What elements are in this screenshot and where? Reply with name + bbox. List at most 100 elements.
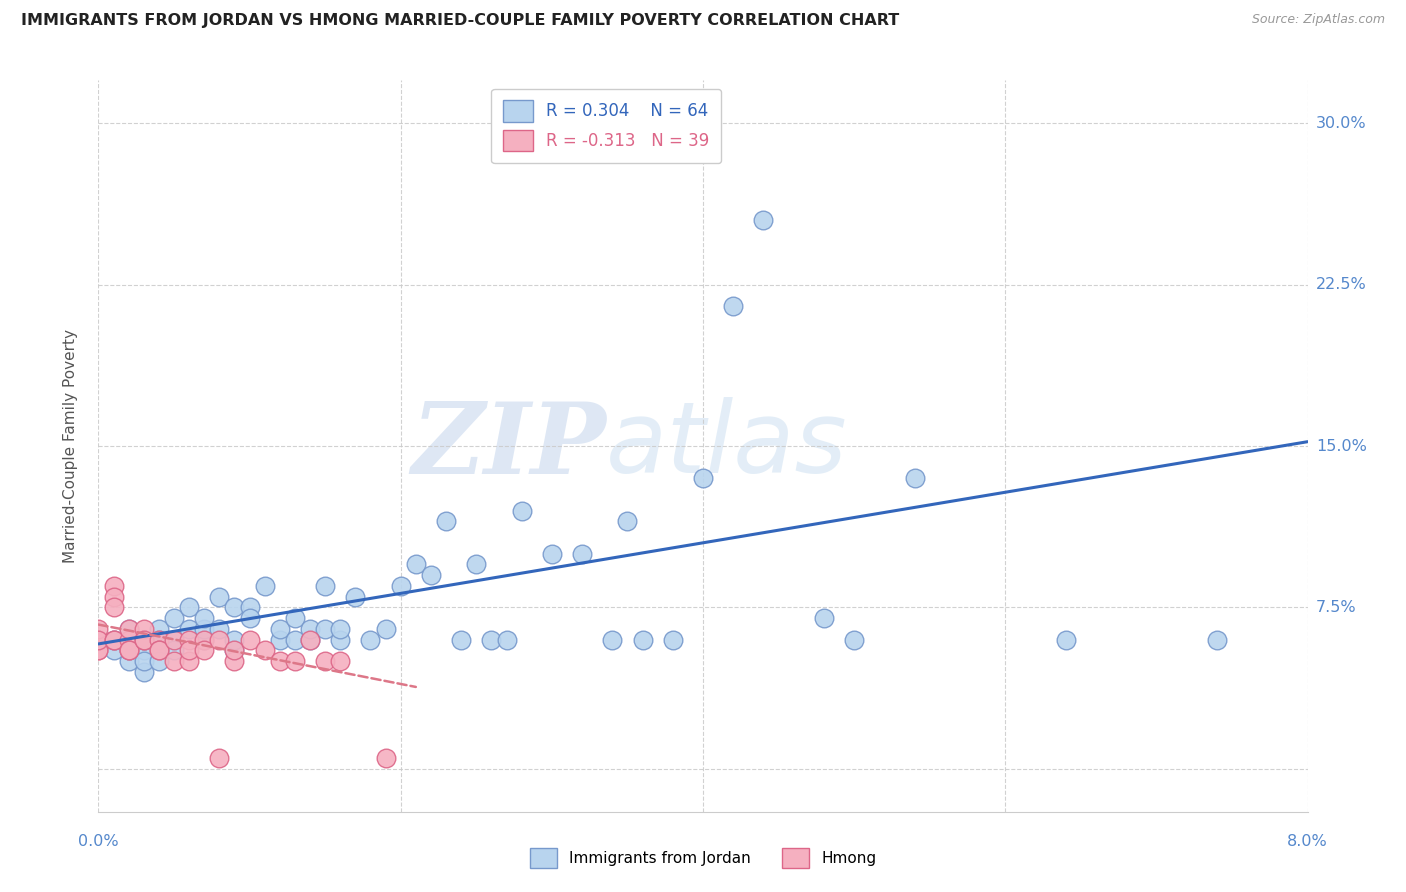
Point: [148, 643, 170, 657]
Text: 30.0%: 30.0%: [1316, 116, 1367, 131]
Point: [87, 643, 110, 657]
Point: [118, 632, 141, 647]
Point: [103, 579, 125, 593]
Point: [193, 632, 215, 647]
Point: [269, 632, 291, 647]
Point: [193, 622, 215, 636]
Point: [389, 579, 412, 593]
Point: [903, 471, 925, 485]
Point: [844, 632, 866, 647]
Point: [118, 643, 141, 657]
Point: [510, 503, 533, 517]
Point: [329, 654, 352, 668]
Point: [752, 213, 775, 227]
Point: [631, 632, 654, 647]
Point: [87, 632, 110, 647]
Point: [224, 600, 246, 615]
Point: [692, 471, 714, 485]
Text: 15.0%: 15.0%: [1316, 439, 1367, 453]
Text: 7.5%: 7.5%: [1316, 599, 1357, 615]
Point: [239, 600, 262, 615]
Point: [179, 600, 201, 615]
Point: [179, 643, 201, 657]
Point: [163, 611, 186, 625]
Point: [224, 654, 246, 668]
Point: [179, 654, 201, 668]
Point: [103, 590, 125, 604]
Point: [299, 622, 322, 636]
Point: [87, 643, 110, 657]
Point: [224, 643, 246, 657]
Legend: Immigrants from Jordan, Hmong: Immigrants from Jordan, Hmong: [520, 839, 886, 877]
Point: [269, 622, 291, 636]
Point: [314, 622, 336, 636]
Point: [359, 632, 381, 647]
Point: [193, 643, 215, 657]
Point: [1054, 632, 1077, 647]
Point: [434, 514, 457, 528]
Point: [132, 632, 155, 647]
Point: [132, 632, 155, 647]
Point: [571, 547, 593, 561]
Point: [602, 632, 624, 647]
Point: [374, 622, 396, 636]
Point: [450, 632, 472, 647]
Point: [163, 654, 186, 668]
Point: [284, 632, 307, 647]
Point: [148, 643, 170, 657]
Point: [253, 643, 276, 657]
Point: [132, 622, 155, 636]
Text: 0.0%: 0.0%: [79, 834, 118, 849]
Point: [179, 632, 201, 647]
Point: [495, 632, 517, 647]
Point: [87, 622, 110, 636]
Point: [314, 579, 336, 593]
Point: [132, 643, 155, 657]
Point: [163, 632, 186, 647]
Point: [299, 632, 322, 647]
Point: [208, 632, 231, 647]
Point: [405, 558, 427, 572]
Point: [208, 622, 231, 636]
Point: [118, 643, 141, 657]
Point: [465, 558, 488, 572]
Point: [208, 590, 231, 604]
Y-axis label: Married-Couple Family Poverty: Married-Couple Family Poverty: [63, 329, 77, 563]
Point: [479, 632, 503, 647]
Point: [103, 632, 125, 647]
Point: [132, 665, 155, 679]
Text: atlas: atlas: [606, 398, 848, 494]
Point: [723, 299, 745, 313]
Point: [132, 632, 155, 647]
Point: [148, 622, 170, 636]
Point: [299, 632, 322, 647]
Point: [813, 611, 835, 625]
Text: IMMIGRANTS FROM JORDAN VS HMONG MARRIED-COUPLE FAMILY POVERTY CORRELATION CHART: IMMIGRANTS FROM JORDAN VS HMONG MARRIED-…: [21, 13, 900, 29]
Point: [224, 643, 246, 657]
Text: 22.5%: 22.5%: [1316, 277, 1367, 293]
Point: [103, 632, 125, 647]
Point: [193, 611, 215, 625]
Point: [148, 632, 170, 647]
Point: [344, 590, 367, 604]
Point: [374, 751, 396, 765]
Point: [87, 632, 110, 647]
Point: [269, 654, 291, 668]
Point: [540, 547, 562, 561]
Point: [616, 514, 638, 528]
Point: [103, 643, 125, 657]
Point: [329, 632, 352, 647]
Point: [284, 654, 307, 668]
Point: [163, 643, 186, 657]
Point: [118, 654, 141, 668]
Point: [118, 643, 141, 657]
Point: [163, 632, 186, 647]
Point: [284, 611, 307, 625]
Point: [419, 568, 441, 582]
Point: [148, 632, 170, 647]
Text: ZIP: ZIP: [412, 398, 606, 494]
Point: [118, 622, 141, 636]
Point: [314, 654, 336, 668]
Point: [661, 632, 683, 647]
Point: [329, 622, 352, 636]
